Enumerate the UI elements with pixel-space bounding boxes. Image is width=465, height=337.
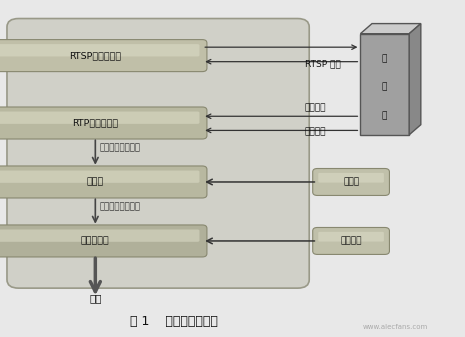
Text: 音频数据: 音频数据 [305, 127, 326, 136]
Text: RTSP 响应: RTSP 响应 [305, 60, 340, 68]
Text: 解码前的一帧数据: 解码前的一帧数据 [100, 144, 141, 153]
FancyBboxPatch shape [0, 40, 207, 72]
Text: 务: 务 [382, 83, 387, 92]
FancyBboxPatch shape [0, 112, 199, 124]
Text: RTP数据传输层: RTP数据传输层 [72, 119, 119, 127]
FancyBboxPatch shape [0, 166, 207, 198]
Text: 媒体同步: 媒体同步 [340, 237, 362, 245]
Text: 服: 服 [382, 55, 387, 63]
Text: 视频数据: 视频数据 [305, 103, 326, 112]
FancyBboxPatch shape [312, 227, 389, 254]
FancyBboxPatch shape [312, 168, 389, 195]
Text: 用户: 用户 [89, 293, 101, 303]
FancyBboxPatch shape [7, 19, 309, 288]
FancyBboxPatch shape [0, 225, 207, 257]
FancyBboxPatch shape [0, 229, 199, 242]
Text: 解码层: 解码层 [86, 178, 104, 186]
FancyBboxPatch shape [318, 232, 384, 242]
Text: 解码器: 解码器 [343, 178, 359, 186]
Bar [360, 34, 409, 135]
Text: 解码后的一帧数据: 解码后的一帧数据 [100, 203, 141, 212]
Text: 图 1    播放器结构层次: 图 1 播放器结构层次 [130, 315, 218, 328]
FancyBboxPatch shape [0, 44, 199, 56]
Text: RTSP会话控制层: RTSP会话控制层 [69, 51, 121, 60]
FancyBboxPatch shape [318, 173, 384, 183]
Text: www.alecfans.com: www.alecfans.com [363, 324, 428, 330]
Text: 器: 器 [382, 111, 387, 120]
Polygon shape [409, 24, 421, 135]
FancyBboxPatch shape [0, 107, 207, 139]
FancyBboxPatch shape [0, 171, 199, 183]
Polygon shape [360, 24, 421, 34]
Text: 显示控制层: 显示控制层 [81, 237, 110, 245]
